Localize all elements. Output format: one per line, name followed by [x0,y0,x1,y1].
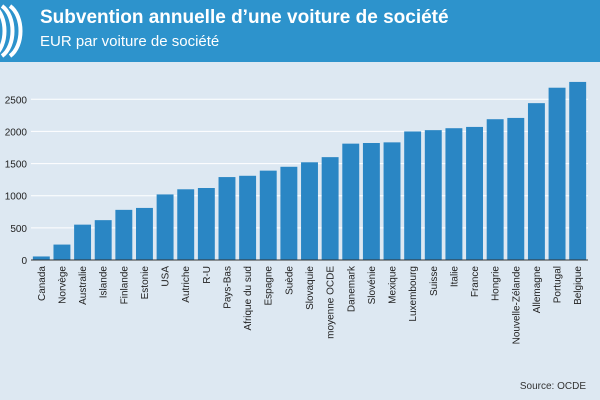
bar [404,131,422,260]
x-tick-label: Portugal [553,266,564,303]
x-tick-label: France [470,266,481,298]
chart-header: Subvention annuelle d’une voiture de soc… [0,0,600,62]
x-tick-label: Mexique [388,266,399,304]
bar [486,119,504,260]
bar [32,256,50,260]
x-tick-label: R-U [202,266,213,284]
x-tick-label: Allemagne [532,266,543,314]
x-tick-label: Espagne [264,266,275,306]
bar [383,142,401,260]
x-tick-label: Norvège [57,266,68,304]
bar [342,143,360,260]
x-tick-label: Suède [284,266,295,295]
x-tick-label: Luxembourg [408,266,419,322]
chart-title: Subvention annuelle d’une voiture de soc… [40,7,449,28]
x-tick-label: Danemark [346,265,357,312]
bar [527,103,545,260]
y-tick-label: 1500 [5,160,28,171]
bar-chart: 0 500 1000 1500 2000 2500 Canada Norvège Austral… [5,81,588,345]
x-tick-label: Finlande [119,266,130,305]
y-tick-label: 500 [10,224,27,235]
bar [239,175,257,260]
x-tick-label: Afrique du sud [243,266,254,331]
chart-subtitle: EUR par voiture de société [40,33,220,50]
y-tick-label: 2500 [5,95,28,106]
bar [197,188,215,260]
bar [177,189,195,260]
bar [156,194,174,260]
x-tick-label: Hongrie [491,266,502,301]
x-tick-label: Nouvelle-Zélande [511,266,522,345]
x-tick-label: Italie [449,266,460,288]
x-tick-label: Autriche [181,266,192,303]
x-tick-label: moyenne OCDE [326,266,337,339]
bar [218,177,236,260]
x-tick-label: Estonie [140,266,151,300]
y-tick-label: 1000 [5,192,28,203]
oecd-logo-icon [0,4,23,58]
x-tick-label: Australie [78,266,89,305]
plot-area: 0 500 1000 1500 2000 2500 Canada Norvège Austral… [0,62,600,400]
bar [115,209,133,260]
bar [301,162,318,260]
x-tick-label: USA [161,266,172,287]
source-note: Source: OCDE [519,381,586,392]
bar [321,157,339,260]
bar [445,128,463,260]
bar [280,166,298,260]
bar [259,170,277,260]
x-tick-label: Suisse [429,266,440,296]
bar [136,207,153,260]
bar [569,81,587,260]
bar [424,130,442,260]
bar [53,244,71,260]
x-tick-label: Islande [99,266,110,299]
x-tick-label: Slovénie [367,266,378,305]
y-tick-label: 0 [21,256,27,267]
x-tick-label: Belgique [573,266,584,305]
bar [74,224,92,260]
x-tick-label: Slovaquie [305,266,316,310]
y-tick-label: 2000 [5,127,28,138]
bar [507,117,525,260]
bar [466,126,483,260]
x-tick-label: Canada [37,266,48,301]
bar [548,87,566,260]
bar [362,143,380,260]
bar [94,220,112,260]
x-tick-label: Pays-Bas [222,266,233,309]
